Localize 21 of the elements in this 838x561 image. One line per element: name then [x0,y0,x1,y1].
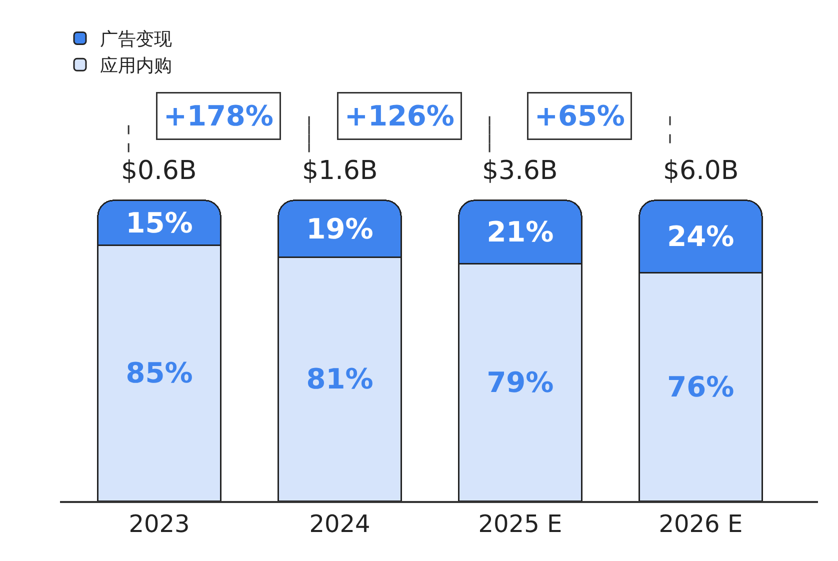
data-label: 81% [306,362,374,396]
legend-label: 应用内购 [100,56,172,77]
annotation: $3.6B [482,156,558,186]
legend-label: 广告变现 [100,29,172,50]
annotation: $1.6B [302,156,378,186]
data-label: 79% [486,366,554,399]
data-label: 15% [126,206,193,240]
annotation: $0.6B [121,156,197,186]
text: +65% [534,100,625,132]
annotation: $6.0B [663,156,739,186]
text: +178% [164,100,274,132]
x-tick-label: 2024 [309,510,370,538]
x-tick-label: 2023 [128,510,190,538]
data-label: 24% [667,220,734,253]
data-label: 21% [486,215,554,248]
data-label: 19% [306,212,374,246]
text: +126% [344,100,454,132]
data-label: 76% [667,370,734,404]
x-tick-label: 2025 E [478,510,562,538]
data-label: 85% [126,356,193,390]
x-tick-label: 2026 E [658,510,743,538]
